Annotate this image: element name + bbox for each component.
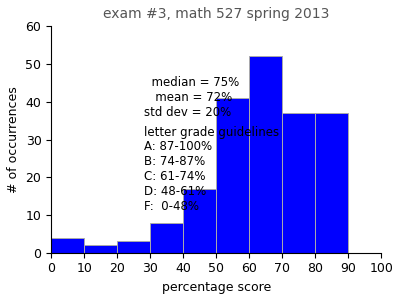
Bar bbox=[51, 238, 84, 253]
X-axis label: percentage score: percentage score bbox=[162, 281, 271, 294]
Bar bbox=[150, 222, 183, 253]
Bar bbox=[84, 245, 117, 253]
Bar bbox=[117, 241, 150, 253]
Bar bbox=[315, 113, 348, 253]
Text: median = 75%
   mean = 72%
std dev = 20%: median = 75% mean = 72% std dev = 20% bbox=[144, 76, 239, 119]
Title: exam #3, math 527 spring 2013: exam #3, math 527 spring 2013 bbox=[103, 7, 329, 21]
Bar bbox=[216, 98, 249, 253]
Y-axis label: # of occurrences: # of occurrences bbox=[7, 86, 20, 193]
Bar bbox=[249, 57, 282, 253]
Bar bbox=[282, 113, 315, 253]
Text: A: 87-100%
B: 74-87%
C: 61-74%
D: 48-61%
F:  0-48%: A: 87-100% B: 74-87% C: 61-74% D: 48-61%… bbox=[144, 140, 212, 213]
Text: letter grade guidelines: letter grade guidelines bbox=[144, 126, 279, 139]
Bar bbox=[183, 189, 216, 253]
